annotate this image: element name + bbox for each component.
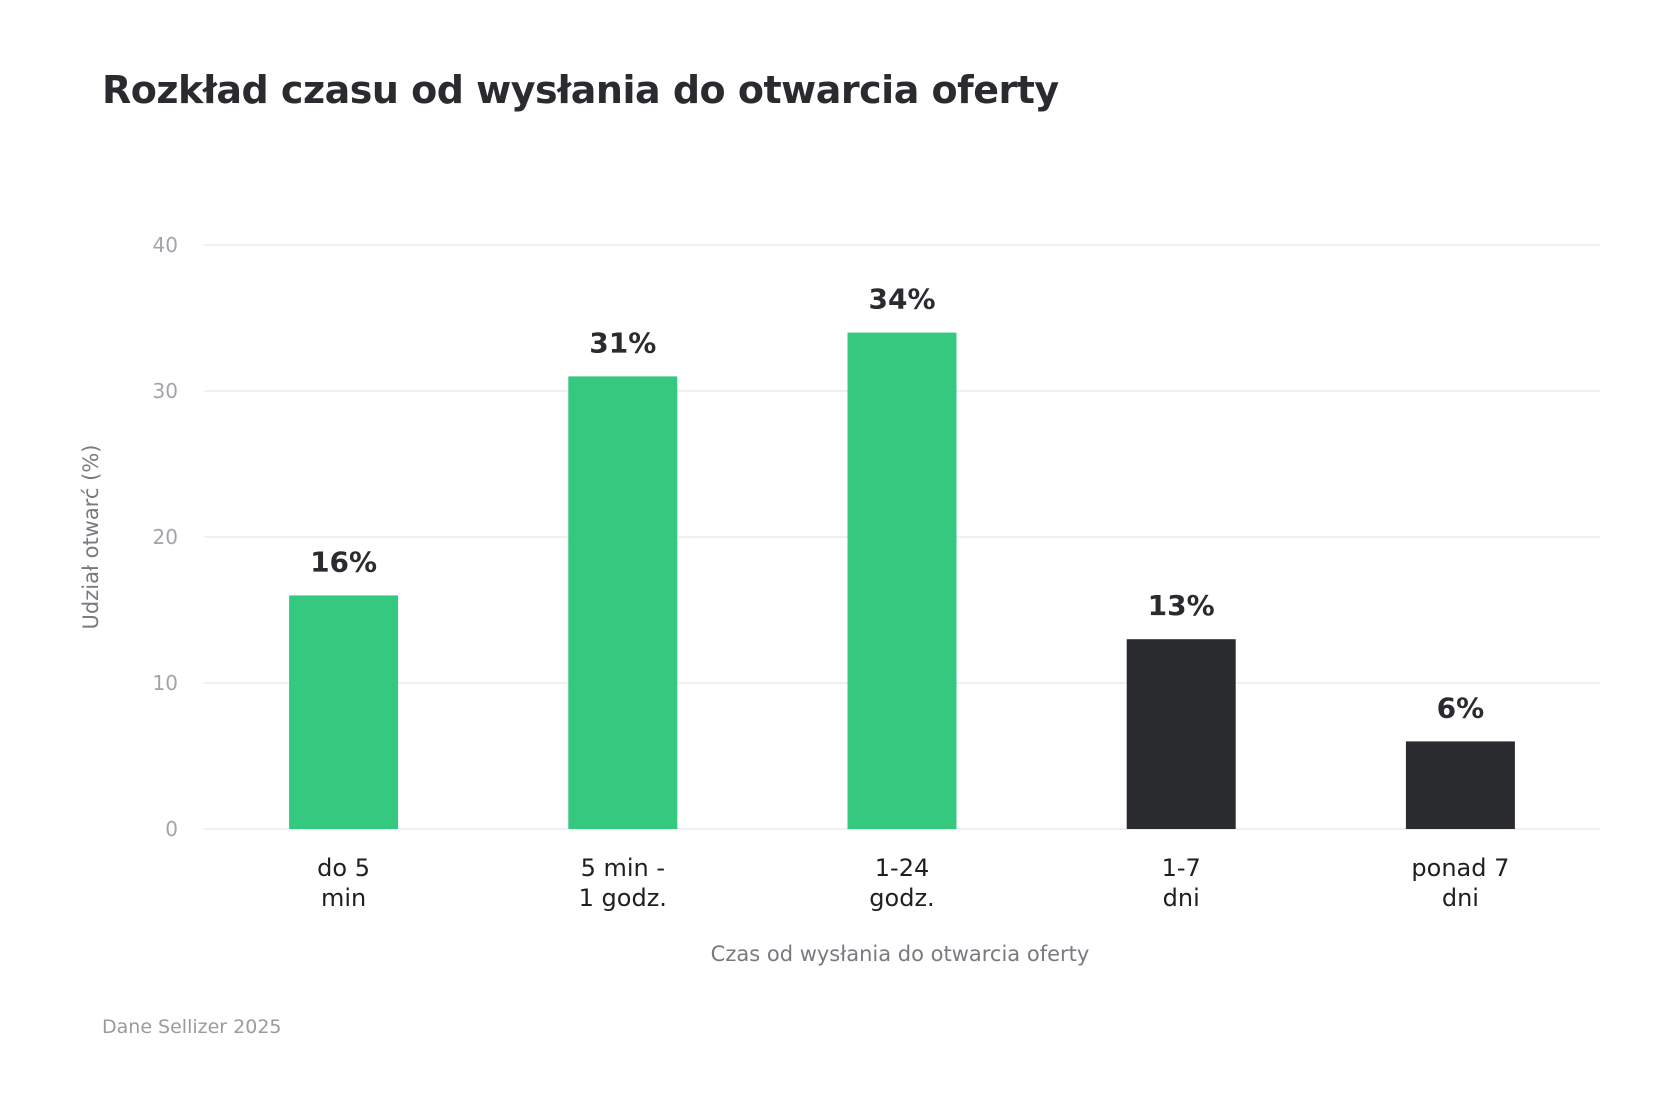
data-labels: 16% 31% 34% 13% 6%: [310, 283, 1484, 725]
x-category-label-line: min: [321, 884, 366, 912]
x-category-label: ponad 7 dni: [1411, 854, 1509, 912]
x-category-label-line: 5 min -: [581, 854, 665, 882]
bar: [289, 595, 399, 829]
x-axis-title: Czas od wysłania do otwarcia oferty: [711, 942, 1090, 966]
data-label: 31%: [589, 326, 656, 359]
x-category-label: do 5 min: [317, 854, 370, 912]
x-category-label: 1-7 dni: [1162, 854, 1201, 912]
bar: [1405, 741, 1515, 829]
x-category-label: 1-24 godz.: [869, 854, 934, 912]
x-category-label: 5 min -1 godz.: [579, 854, 667, 912]
x-category-label-line: do 5: [317, 854, 370, 882]
x-category-label-line: dni: [1163, 884, 1200, 912]
bars: [289, 332, 1515, 829]
y-tick-label: 30: [153, 379, 178, 403]
data-label: 16%: [310, 545, 377, 578]
x-category-label-line: godz.: [869, 884, 934, 912]
y-tick-label: 10: [153, 671, 178, 695]
x-category-label-line: 1 godz.: [579, 884, 667, 912]
y-tick-label: 0: [165, 817, 178, 841]
y-tick-label: 20: [153, 525, 178, 549]
x-category-label-line: dni: [1442, 884, 1479, 912]
data-label: 34%: [868, 283, 935, 316]
chart-title: Rozkład czasu od wysłania do otwarcia of…: [102, 68, 1059, 112]
y-axis-ticks: 0 10 20 30 40: [153, 233, 178, 841]
bar: [847, 332, 957, 829]
data-label: 13%: [1148, 589, 1215, 622]
x-category-label-line: ponad 7: [1411, 854, 1509, 882]
x-category-label-line: 1-24: [875, 854, 929, 882]
y-axis-title: Udział otwarć (%): [79, 445, 103, 630]
bar: [568, 376, 678, 829]
x-category-label-line: 1-7: [1162, 854, 1201, 882]
y-tick-label: 40: [153, 233, 178, 257]
source-note: Dane Sellizer 2025: [102, 1016, 282, 1038]
bar: [1126, 639, 1236, 829]
data-label: 6%: [1437, 691, 1485, 724]
